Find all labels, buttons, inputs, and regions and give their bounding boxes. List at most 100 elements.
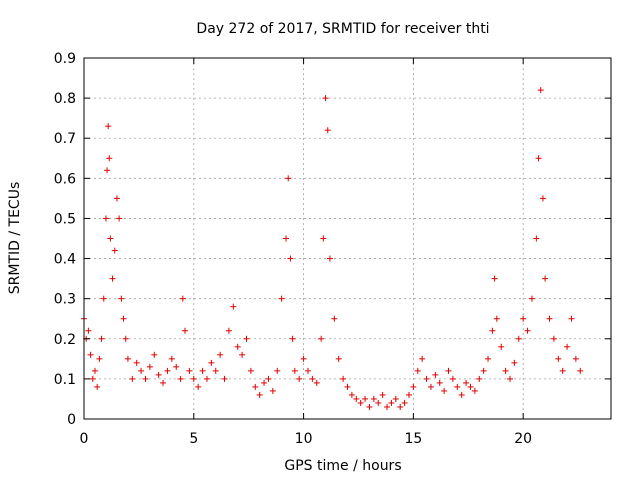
data-point	[129, 375, 136, 382]
data-point	[138, 367, 145, 374]
data-point	[445, 367, 452, 374]
data-point	[384, 403, 391, 410]
data-point	[362, 395, 369, 402]
data-point	[397, 403, 404, 410]
y-tick-label: 0.8	[54, 91, 76, 107]
data-point	[348, 391, 355, 398]
data-point	[520, 315, 527, 322]
data-point	[98, 335, 105, 342]
y-tick-label: 0.1	[54, 372, 76, 388]
data-point	[182, 327, 189, 334]
x-tick-label: 15	[404, 431, 422, 447]
data-point	[168, 355, 175, 362]
data-point	[217, 351, 224, 358]
data-point	[243, 335, 250, 342]
data-point	[208, 359, 215, 366]
data-point	[151, 351, 158, 358]
data-point	[283, 235, 290, 242]
data-point	[572, 355, 579, 362]
y-tick-label: 0.7	[54, 131, 76, 147]
data-point	[313, 379, 320, 386]
data-point	[568, 315, 575, 322]
tick-labels: 0 0.1 0.2 0.3 0.4 0.5 0.6 0.7 0.8 0.9 0 5 10 15 20	[54, 51, 532, 447]
data-point	[146, 363, 153, 370]
y-tick-label: 0.6	[54, 171, 76, 187]
data-point	[511, 359, 518, 366]
data-point	[366, 403, 373, 410]
y-tick-label: 0.2	[54, 332, 76, 348]
data-point	[225, 327, 232, 334]
data-point	[539, 195, 546, 202]
data-point	[278, 295, 285, 302]
data-point	[91, 367, 98, 374]
data-point	[375, 399, 382, 406]
data-point	[463, 379, 470, 386]
data-point	[357, 399, 364, 406]
data-point	[289, 335, 296, 342]
data-point	[304, 367, 311, 374]
data-point	[155, 371, 162, 378]
data-point	[423, 375, 430, 382]
data-point	[405, 391, 412, 398]
data-point	[234, 343, 241, 350]
data-point	[427, 383, 434, 390]
data-point	[265, 375, 272, 382]
data-point	[414, 367, 421, 374]
data-point	[291, 367, 298, 374]
data-point	[322, 95, 329, 102]
data-point	[537, 87, 544, 94]
data-point	[506, 375, 513, 382]
data-point	[179, 295, 186, 302]
chart-title: Day 272 of 2017, SRMTID for receiver tht…	[196, 21, 489, 37]
data-point	[555, 355, 562, 362]
data-point	[203, 375, 210, 382]
y-tick-label: 0.4	[54, 252, 76, 268]
data-point	[454, 383, 461, 390]
data-point	[535, 155, 542, 162]
data-points	[81, 87, 584, 410]
data-point	[106, 155, 113, 162]
data-point	[533, 235, 540, 242]
data-point	[256, 391, 263, 398]
data-point	[392, 395, 399, 402]
data-point	[164, 367, 171, 374]
data-point	[480, 367, 487, 374]
data-point	[318, 335, 325, 342]
data-point	[335, 355, 342, 362]
data-point	[124, 355, 131, 362]
data-point	[122, 335, 129, 342]
y-tick-label: 0.3	[54, 292, 76, 308]
data-point	[388, 399, 395, 406]
data-point	[564, 343, 571, 350]
data-point	[300, 355, 307, 362]
data-point	[96, 355, 103, 362]
data-point	[94, 383, 101, 390]
x-axis-label: GPS time / hours	[284, 458, 401, 474]
data-point	[401, 399, 408, 406]
data-point	[577, 367, 584, 374]
data-point	[471, 387, 478, 394]
data-point	[247, 367, 254, 374]
data-point	[221, 375, 228, 382]
data-point	[410, 383, 417, 390]
data-point	[493, 315, 500, 322]
data-point	[190, 375, 197, 382]
data-point	[370, 395, 377, 402]
data-point	[542, 275, 549, 282]
data-point	[498, 343, 505, 350]
data-point	[285, 175, 292, 182]
data-point	[419, 355, 426, 362]
data-point	[331, 315, 338, 322]
data-point	[502, 367, 509, 374]
data-point	[436, 379, 443, 386]
data-point	[113, 195, 120, 202]
data-point	[199, 367, 206, 374]
y-tick-label: 0.9	[54, 51, 76, 67]
data-point	[142, 375, 149, 382]
y-axis-label: SRMTID / TECUs	[7, 182, 23, 295]
data-point	[467, 383, 474, 390]
y-tick-label: 0.5	[54, 211, 76, 227]
x-tick-label: 0	[80, 431, 89, 447]
data-point	[476, 375, 483, 382]
